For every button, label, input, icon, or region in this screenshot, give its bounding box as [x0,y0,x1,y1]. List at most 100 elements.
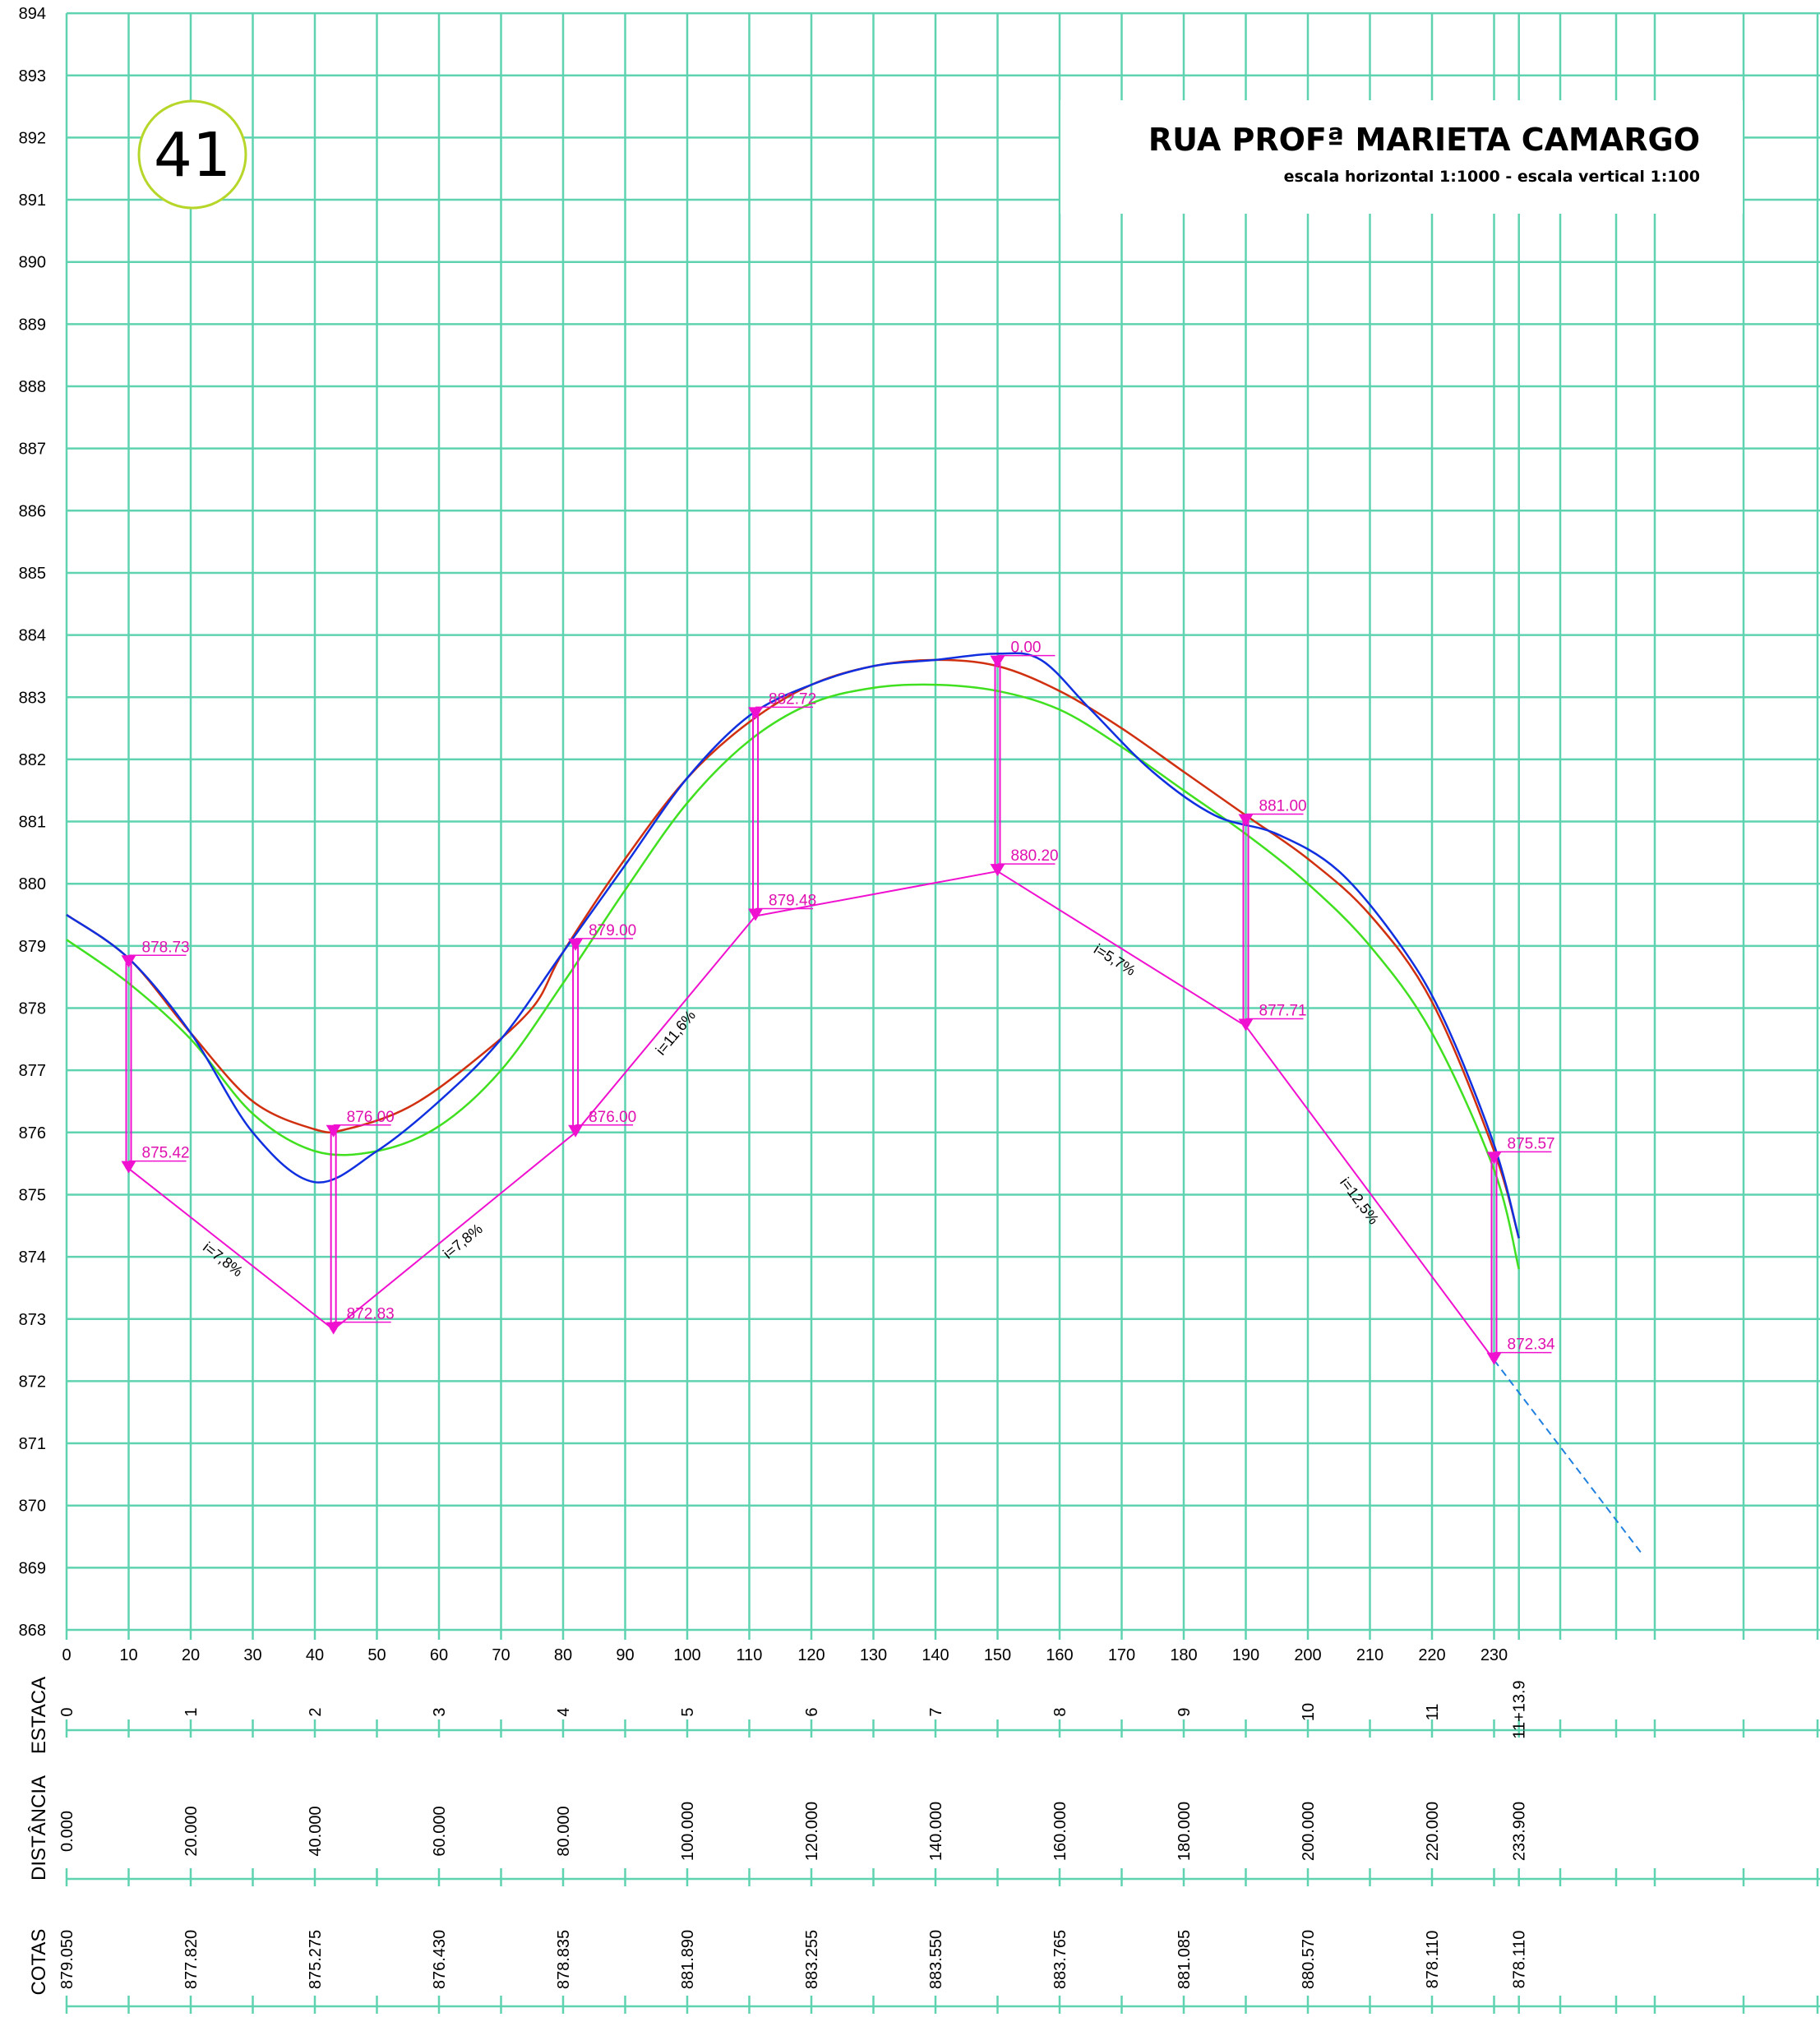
profile-series [66,652,1520,1270]
network-profile: i=7,8% i=7,8%i=11,6%i=5,7%i=12,5%878.7387… [121,639,1644,1556]
y-tick-label: 891 [19,192,46,210]
y-tick-label: 875 [19,1186,46,1204]
estaca-value: 7 [927,1707,945,1716]
page-subtitle: escala horizontal 1:1000 - escala vertic… [1284,168,1700,186]
x-tick-label: 140 [922,1646,949,1664]
node-bottom-label: 872.83 [347,1306,395,1323]
y-tick-label: 880 [19,875,46,893]
node-top-label: 876.00 [347,1109,395,1126]
title-box [1060,100,1743,214]
y-tick-label: 871 [19,1435,46,1453]
pipe-segment [996,870,1247,1027]
y-tick-label: 893 [19,67,46,85]
distancia-value: 80.000 [555,1806,573,1856]
grid [65,12,1820,2014]
triangle-down-icon [1486,1152,1502,1165]
estaca-value: 11+13.9 [1511,1680,1529,1738]
estaca-value: 1 [182,1707,201,1716]
node-top-label: 881.00 [1259,798,1307,815]
cotas-value: 878.835 [555,1930,573,1989]
cotas-value: 883.765 [1051,1930,1069,1989]
x-tick-label: 0 [62,1646,71,1664]
y-tick-label: 886 [19,502,46,520]
x-tick-label: 20 [182,1646,200,1664]
estaca-value: 9 [1176,1707,1194,1716]
sheet-number-badge: 41 [137,99,247,210]
extension-line [1493,1359,1644,1556]
distancia-value: 0.000 [58,1811,76,1852]
x-tick-label: 100 [673,1646,700,1664]
node-bottom-label: 876.00 [589,1109,636,1126]
y-tick-label: 888 [19,378,46,396]
x-tick-label: 70 [492,1646,510,1664]
x-tick-label: 30 [243,1646,261,1664]
sheet-number-circle [137,99,247,210]
y-tick-label: 873 [19,1311,46,1329]
estaca-value: 4 [555,1707,573,1716]
triangle-down-icon [326,1322,341,1335]
x-tick-label: 60 [430,1646,448,1664]
triangle-down-icon [568,1124,584,1138]
data-table: ESTACA DISTÂNCIA COTAS 0 1 2 3 4 5 6 7 8 9 10 11 11+… [28,1677,1529,1996]
distancia-value: 120.000 [803,1802,821,1861]
node-top-label: 882.72 [769,690,816,708]
y-tick-label: 890 [19,254,46,272]
estaca-value: 11 [1424,1704,1442,1721]
pipe-segment [127,1167,335,1331]
node-top-label: 875.57 [1508,1135,1555,1152]
estaca-value: 2 [307,1707,325,1716]
distancia-value: 200.000 [1300,1802,1318,1861]
x-tick-label: 220 [1418,1646,1445,1664]
x-tick-label: 190 [1232,1646,1259,1664]
distancia-value: 180.000 [1176,1802,1194,1861]
node-bottom-label: 877.71 [1259,1002,1307,1019]
row-label-distancia: DISTÂNCIA [28,1775,50,1881]
x-tick-label: 120 [797,1646,825,1664]
y-tick-label: 870 [19,1498,46,1516]
y-tick-label: 872 [19,1373,46,1391]
triangle-down-icon [568,938,584,951]
y-tick-label: 885 [19,565,46,583]
y-tick-label: 881 [19,814,46,832]
node-top-label: 0.00 [1011,639,1042,657]
cotas-value: 883.255 [803,1930,821,1989]
estaca-value: 6 [803,1707,821,1716]
sheet-number: 41 [154,120,231,191]
x-tick-label: 200 [1294,1646,1321,1664]
x-tick-label: 160 [1046,1646,1073,1664]
page-title: RUA PROFª MARIETA CAMARGO [1148,122,1700,158]
x-tick-label: 80 [554,1646,572,1664]
estaca-value: 0 [58,1707,76,1716]
y-tick-label: 887 [19,441,46,459]
node-top-label: 879.00 [589,922,636,939]
y-tick-label: 889 [19,316,46,334]
y-tick-label: 892 [19,129,46,147]
node-bottom-label: 872.34 [1508,1336,1556,1354]
x-tick-label: 10 [119,1646,137,1664]
distancia-value: 60.000 [431,1806,449,1856]
estaca-value: 5 [679,1707,697,1716]
triangle-down-icon [990,864,1005,877]
x-tick-label: 180 [1170,1646,1197,1664]
terrain-line [66,652,1520,1239]
y-axis-ticks: 868 869 870 871 872 873 874 875 876 877 878 879 880 8… [19,5,46,1640]
cotas-value: 880.570 [1300,1930,1318,1989]
estaca-value: 8 [1051,1707,1069,1716]
estaca-value: 3 [431,1707,449,1716]
x-tick-label: 150 [984,1646,1011,1664]
cotas-value: 879.050 [58,1930,76,1989]
x-tick-label: 50 [367,1646,386,1664]
cotas-value: 883.550 [927,1930,945,1989]
distancia-value: 220.000 [1424,1802,1442,1861]
title-block: RUA PROFª MARIETA CAMARGO escala horizon… [1060,100,1743,214]
x-axis-ticks: 0 10 20 30 40 50 60 70 80 90 100 110 120 130 140 150 160… [62,1646,1508,1664]
slope-label: i=7,8% [200,1239,246,1280]
offset-line [66,683,1520,1270]
x-tick-label: 110 [737,1646,763,1664]
y-tick-label: 868 [19,1622,46,1640]
row-label-cotas: COTAS [28,1929,50,1996]
reference-line [66,658,1520,1239]
triangle-down-icon [1238,814,1254,827]
x-tick-label: 40 [306,1646,324,1664]
x-tick-label: 170 [1108,1646,1135,1664]
